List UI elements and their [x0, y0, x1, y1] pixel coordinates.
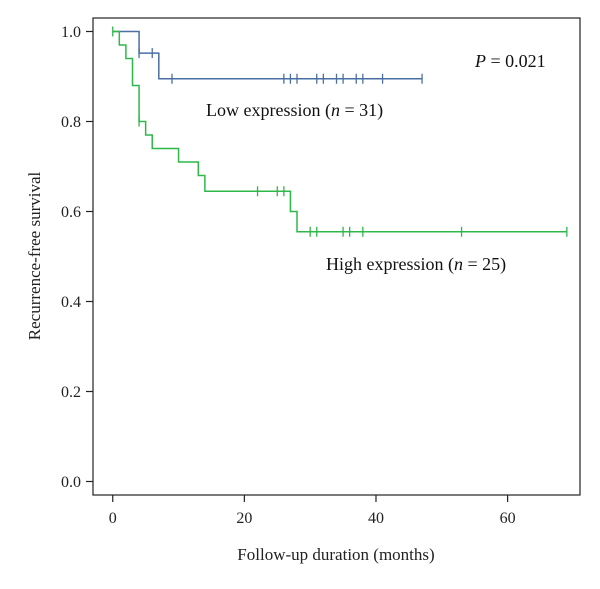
y-tick-label: 1.0	[61, 24, 81, 41]
series-high-expression	[112, 26, 568, 237]
y-tick-label: 0.4	[61, 294, 81, 311]
high-label-after: = 25)	[463, 254, 506, 275]
y-tick-label: 0.0	[61, 474, 81, 491]
low-label-before: Low expression (	[206, 100, 331, 121]
survival-curve-high	[112, 30, 567, 233]
series-layer	[112, 26, 568, 237]
high-label-before: High expression (	[326, 254, 454, 275]
x-axis-label: Follow-up duration (months)	[237, 545, 434, 564]
y-tick-label: 0.6	[61, 204, 81, 221]
high-expression-label: High expression (n = 25)	[326, 254, 506, 275]
low-expression-label: Low expression (n = 31)	[206, 100, 383, 121]
axis-ticks: 0 20 40 60 0.0 0.2 0.4 0.6 0.8 1.0	[61, 24, 516, 527]
p-value-symbol: P	[474, 51, 486, 71]
p-value-annotation: P = 0.021	[474, 51, 546, 71]
x-tick-label: 20	[236, 510, 252, 527]
low-label-italic: n	[331, 100, 340, 120]
x-tick-label: 60	[500, 510, 516, 527]
low-label-after: = 31)	[340, 100, 383, 121]
x-tick-label: 40	[368, 510, 384, 527]
plot-frame	[92, 17, 581, 496]
series-low-expression	[112, 30, 423, 84]
p-value-text: = 0.021	[486, 51, 546, 71]
high-label-italic: n	[454, 254, 463, 274]
survival-curve-low	[112, 30, 423, 80]
y-tick-label: 0.2	[61, 384, 81, 401]
y-tick-label: 0.8	[61, 114, 81, 131]
x-tick-label: 0	[109, 510, 117, 527]
y-axis-label: Recurrence-free survival	[25, 171, 44, 340]
